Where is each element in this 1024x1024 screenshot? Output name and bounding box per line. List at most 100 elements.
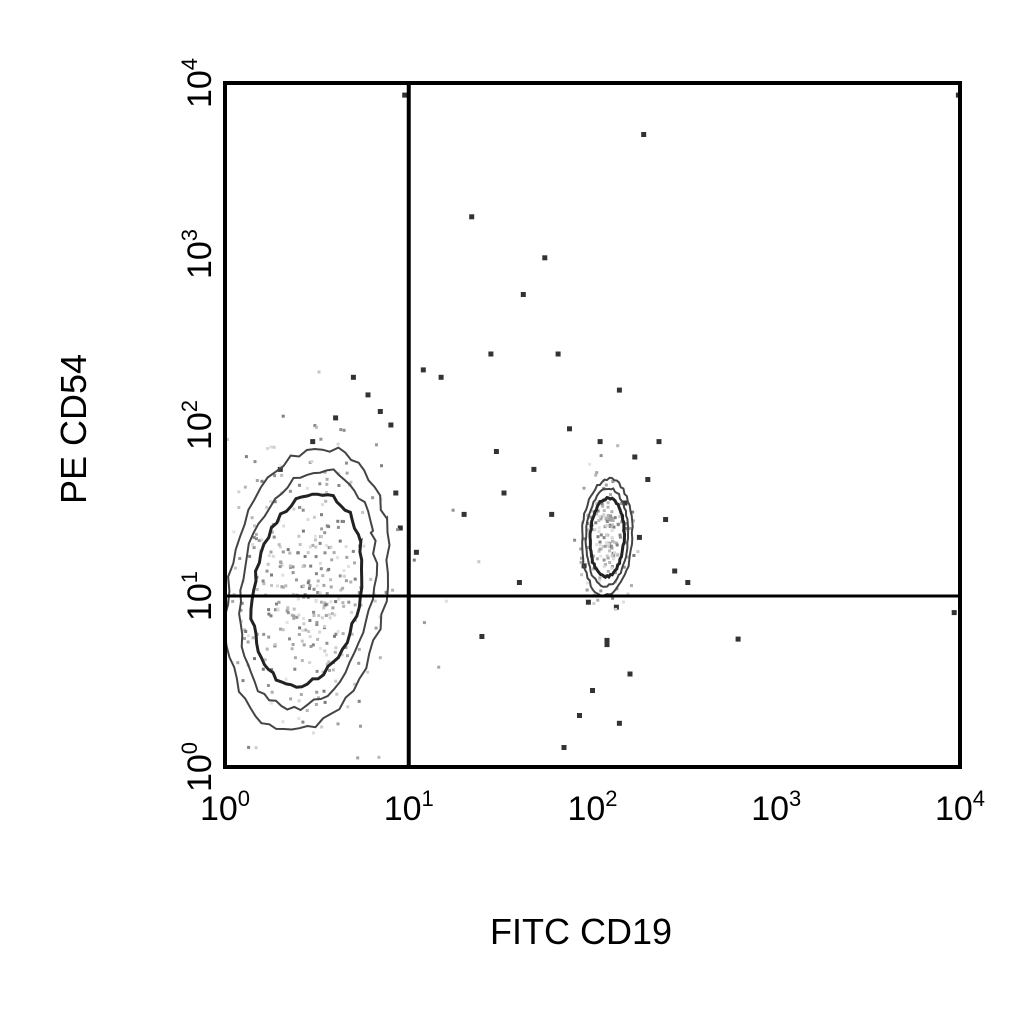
density-speck: [295, 615, 299, 619]
density-speck: [357, 647, 361, 651]
density-speck: [579, 547, 583, 551]
density-speck: [323, 551, 327, 555]
density-speck: [290, 647, 294, 651]
density-speck: [302, 622, 306, 626]
density-speck: [336, 525, 340, 529]
event-point: [636, 534, 642, 540]
density-speck: [316, 637, 320, 641]
event-point: [393, 490, 399, 496]
density-speck: [391, 588, 395, 592]
population-2: [573, 444, 640, 611]
density-speck: [278, 565, 282, 569]
density-speck: [231, 599, 235, 603]
density-speck: [274, 608, 277, 612]
density-speck: [347, 565, 350, 568]
density-speck: [610, 566, 614, 570]
density-speck: [600, 547, 604, 551]
event-point: [516, 580, 522, 585]
density-speck: [244, 455, 248, 459]
density-speck: [614, 571, 617, 575]
density-speck: [237, 490, 241, 494]
density-speck: [606, 569, 610, 573]
density-speck: [310, 460, 314, 463]
density-speck: [632, 554, 636, 557]
density-speck: [321, 670, 325, 674]
density-speck: [312, 614, 316, 617]
event-point: [672, 568, 678, 574]
density-speck: [330, 558, 334, 562]
density-speck: [314, 572, 318, 576]
density-speck: [315, 690, 319, 694]
event-point: [604, 637, 610, 643]
density-speck: [301, 564, 305, 568]
density-speck: [322, 583, 326, 587]
density-speck: [377, 755, 381, 759]
density-speck: [314, 425, 318, 429]
density-speck: [591, 554, 595, 558]
density-speck: [298, 506, 301, 509]
density-speck: [308, 545, 312, 549]
density-speck: [331, 606, 335, 610]
density-speck: [269, 614, 273, 618]
density-speck: [282, 585, 285, 589]
density-speck: [611, 596, 615, 600]
density-speck: [582, 486, 586, 490]
density-speck: [344, 646, 348, 649]
event-point: [567, 426, 572, 432]
density-speck: [345, 555, 349, 559]
density-speck: [299, 693, 303, 696]
density-speck: [319, 437, 323, 441]
density-speck: [288, 637, 291, 641]
density-speck: [325, 524, 329, 528]
density-speck: [325, 490, 328, 494]
density-speck: [323, 700, 327, 704]
density-speck: [580, 573, 584, 577]
density-speck: [350, 610, 354, 614]
density-speck: [292, 507, 296, 511]
density-speck: [282, 524, 286, 528]
density-speck: [232, 530, 236, 534]
density-speck: [297, 633, 301, 636]
density-speck: [602, 509, 606, 513]
density-speck: [334, 632, 338, 636]
density-speck: [284, 677, 288, 681]
density-speck: [588, 462, 592, 466]
density-speck: [301, 508, 305, 512]
density-speck: [331, 668, 335, 672]
density-speck: [284, 584, 288, 588]
event-point: [493, 449, 499, 454]
density-speck: [610, 510, 614, 514]
density-speck: [353, 561, 356, 565]
density-speck: [286, 611, 290, 615]
density-speck: [603, 544, 607, 548]
density-speck: [288, 564, 292, 568]
density-speck: [320, 725, 324, 729]
density-speck: [605, 554, 609, 558]
event-point: [613, 604, 619, 610]
event-point: [365, 392, 371, 398]
event-point: [561, 745, 567, 750]
density-speck: [590, 509, 594, 513]
x-tick-label: 100: [200, 786, 250, 828]
event-point: [590, 688, 595, 693]
density-speck: [396, 528, 400, 532]
density-speck: [337, 484, 341, 487]
density-speck: [297, 534, 301, 538]
density-speck: [630, 584, 633, 588]
density-speck: [312, 515, 316, 519]
event-point: [397, 525, 403, 531]
density-speck: [318, 482, 322, 486]
density-speck: [325, 592, 329, 596]
density-speck: [277, 600, 281, 604]
density-speck: [596, 535, 600, 539]
density-speck: [315, 623, 319, 626]
density-speck: [616, 444, 620, 448]
density-speck: [297, 613, 301, 617]
density-speck: [292, 607, 296, 611]
density-speck: [629, 526, 633, 530]
density-speck: [312, 610, 316, 614]
density-speck: [321, 503, 324, 507]
density-speck: [601, 545, 605, 549]
density-speck: [611, 523, 614, 527]
density-speck: [598, 514, 602, 518]
